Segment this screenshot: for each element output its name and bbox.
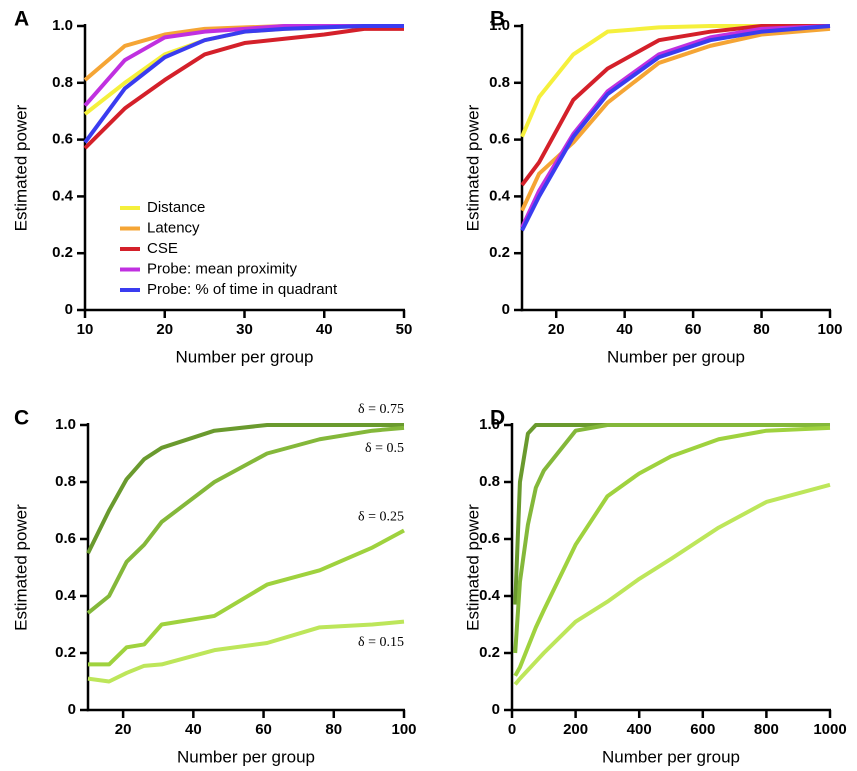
y-tick-label: 0.2 bbox=[52, 244, 73, 261]
y-tick-label: 0.6 bbox=[55, 530, 76, 547]
x-tick-label: 20 bbox=[156, 321, 173, 338]
x-tick-label: 80 bbox=[325, 721, 342, 738]
x-tick-label: 800 bbox=[754, 721, 779, 738]
legend-label: Distance bbox=[147, 199, 205, 216]
line-label: δ = 0.25 bbox=[358, 510, 404, 525]
y-tick-label: 0.6 bbox=[479, 530, 500, 547]
line bbox=[83, 24, 404, 144]
x-tick-label: 1000 bbox=[813, 721, 846, 738]
line bbox=[88, 528, 405, 667]
y-tick-label: 0.4 bbox=[489, 187, 511, 204]
y-tick-label: 0.8 bbox=[55, 473, 76, 490]
x-tick-label: 40 bbox=[316, 321, 333, 338]
y-tick-label: 0.6 bbox=[52, 131, 73, 148]
y-tick-label: 0.4 bbox=[479, 587, 501, 604]
panel-label: A bbox=[14, 8, 29, 31]
x-tick-label: 100 bbox=[817, 321, 842, 338]
x-axis-title: Number per group bbox=[602, 747, 740, 766]
line bbox=[520, 24, 831, 232]
y-axis-title: Estimated power bbox=[463, 104, 482, 231]
line bbox=[520, 24, 830, 138]
x-tick-label: 20 bbox=[115, 721, 132, 738]
line bbox=[86, 423, 404, 555]
line bbox=[513, 423, 830, 654]
y-axis-title: Estimated power bbox=[11, 504, 30, 631]
line bbox=[83, 24, 404, 82]
x-tick-label: 60 bbox=[255, 721, 272, 738]
x-tick-label: 60 bbox=[685, 321, 702, 338]
y-tick-label: 0.4 bbox=[55, 587, 77, 604]
line-label: δ = 0.75 bbox=[358, 402, 404, 417]
y-axis-title: Estimated power bbox=[11, 104, 30, 231]
y-tick-label: 0.8 bbox=[489, 74, 510, 91]
line bbox=[513, 482, 831, 686]
x-tick-label: 400 bbox=[627, 721, 652, 738]
y-tick-label: 1.0 bbox=[52, 17, 73, 34]
line bbox=[86, 425, 405, 615]
line bbox=[520, 26, 831, 212]
x-tick-label: 10 bbox=[77, 321, 94, 338]
y-tick-label: 0.2 bbox=[489, 244, 510, 261]
x-tick-label: 30 bbox=[236, 321, 253, 338]
legend-label: Probe: mean proximity bbox=[147, 260, 298, 277]
y-tick-label: 0 bbox=[502, 301, 510, 318]
line bbox=[513, 423, 830, 605]
x-axis-title: Number per group bbox=[176, 347, 314, 366]
y-tick-label: 0 bbox=[68, 701, 76, 718]
x-tick-label: 50 bbox=[396, 321, 413, 338]
x-tick-label: 80 bbox=[753, 321, 770, 338]
y-tick-label: 0.8 bbox=[52, 74, 73, 91]
y-tick-label: 0.2 bbox=[479, 644, 500, 661]
y-tick-label: 0 bbox=[65, 301, 73, 318]
y-tick-label: 1.0 bbox=[489, 17, 510, 34]
line bbox=[83, 26, 404, 150]
line bbox=[513, 425, 831, 677]
x-tick-label: 40 bbox=[616, 321, 633, 338]
panel-label: D bbox=[490, 407, 505, 430]
legend-label: Probe: % of time in quadrant bbox=[147, 281, 338, 298]
x-tick-label: 40 bbox=[185, 721, 202, 738]
y-tick-label: 0.8 bbox=[479, 473, 500, 490]
line bbox=[87, 619, 405, 684]
legend-label: CSE bbox=[147, 240, 178, 257]
x-axis-title: Number per group bbox=[177, 747, 315, 766]
line bbox=[520, 24, 830, 187]
x-axis-title: Number per group bbox=[607, 347, 745, 366]
y-tick-label: 0.4 bbox=[52, 187, 74, 204]
y-tick-label: 0.2 bbox=[55, 644, 76, 661]
panel-label: B bbox=[490, 8, 505, 31]
line bbox=[520, 24, 831, 229]
y-tick-label: 1.0 bbox=[55, 416, 76, 433]
y-axis-title: Estimated power bbox=[463, 504, 482, 631]
line-label: δ = 0.5 bbox=[365, 441, 404, 456]
line bbox=[83, 24, 404, 107]
line-label: δ = 0.15 bbox=[358, 635, 404, 650]
x-tick-label: 20 bbox=[548, 321, 565, 338]
x-tick-label: 200 bbox=[563, 721, 588, 738]
x-tick-label: 100 bbox=[391, 721, 416, 738]
x-tick-label: 0 bbox=[508, 721, 516, 738]
y-tick-label: 1.0 bbox=[479, 416, 500, 433]
legend-label: Latency bbox=[147, 219, 200, 236]
y-tick-label: 0.6 bbox=[489, 131, 510, 148]
y-tick-label: 0 bbox=[492, 701, 500, 718]
panel-label: C bbox=[14, 407, 29, 430]
x-tick-label: 600 bbox=[690, 721, 715, 738]
